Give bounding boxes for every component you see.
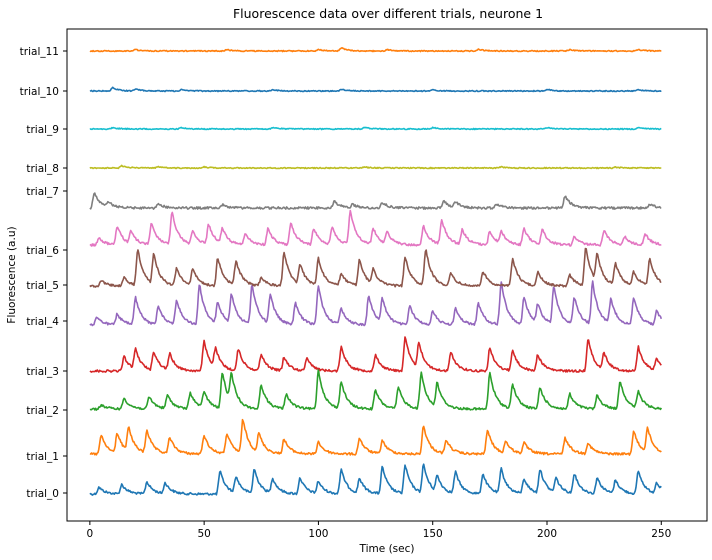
- series-line-trial-0: [89, 463, 662, 496]
- y-tick-label: trial_8: [26, 163, 59, 175]
- x-tick-label: 100: [308, 528, 328, 540]
- x-tick-label: 200: [537, 528, 557, 540]
- x-tick-label: 250: [651, 528, 671, 540]
- y-tick-label: trial_9: [26, 124, 59, 136]
- x-tick-label: 50: [197, 528, 210, 540]
- series-line-trial-9: [89, 126, 662, 131]
- y-tick-label: trial_1: [26, 451, 59, 463]
- x-tick-label: 150: [423, 528, 443, 540]
- y-tick-label: trial_0: [26, 488, 59, 500]
- series-line-trial-1: [89, 418, 662, 456]
- x-axis-label: Time (sec): [359, 543, 415, 555]
- y-tick-label: trial_4: [26, 316, 59, 328]
- plot-area: [66, 28, 708, 522]
- x-axis-ticks: 0 50 100 150 200 250: [87, 521, 671, 540]
- series-line-trial-10: [89, 86, 662, 93]
- y-tick-label: trial_2: [26, 405, 59, 417]
- series-line-trial-5: [89, 247, 662, 288]
- y-axis-label: Fluorescence (a.u): [6, 226, 18, 323]
- y-tick-label: trial_11: [20, 46, 59, 58]
- y-tick-label: trial_6: [26, 245, 59, 257]
- series-line-trial-11: [89, 47, 662, 53]
- series-line-trial-2: [89, 368, 663, 411]
- series-line-trial-6: [89, 209, 662, 247]
- series-line-trial-8: [89, 164, 662, 170]
- series-lines: [89, 47, 663, 496]
- series-line-trial-7: [89, 192, 662, 210]
- y-tick-label: trial_3: [26, 366, 59, 378]
- chart-title: Fluorescence data over different trials,…: [233, 6, 543, 21]
- x-tick-label: 0: [87, 528, 94, 540]
- y-tick-label: trial_10: [20, 86, 59, 98]
- y-tick-label: trial_5: [26, 280, 59, 292]
- series-line-trial-4: [89, 280, 663, 327]
- y-axis-ticks: trial_0 trial_1 trial_2 trial_3 trial_4 trial…: [20, 46, 67, 500]
- y-tick-label: trial_7: [26, 186, 59, 198]
- series-line-trial-3: [89, 336, 662, 373]
